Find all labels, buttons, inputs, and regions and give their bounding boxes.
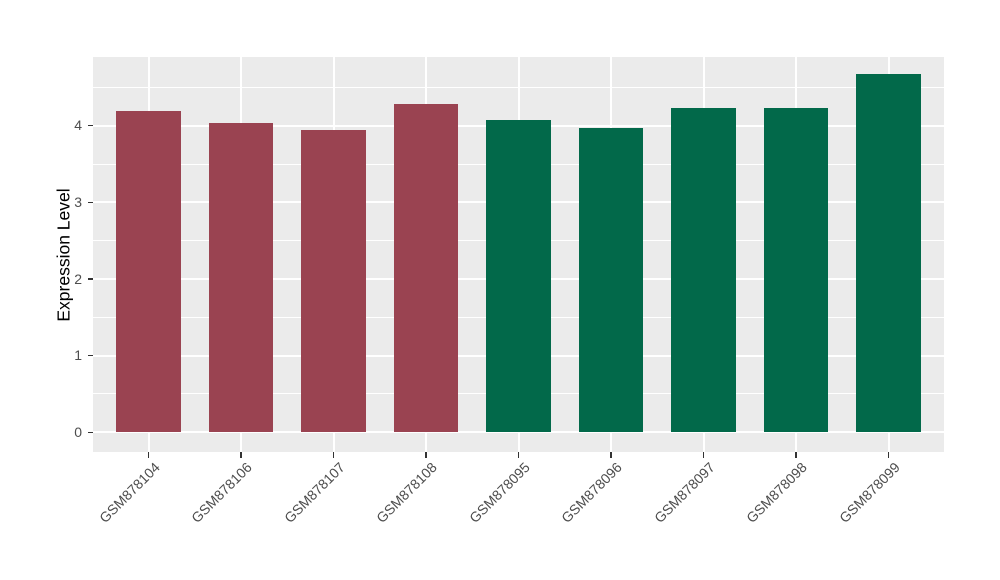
y-tick [87, 201, 93, 203]
x-tick-label: GSM878108 [373, 459, 441, 526]
y-tick-label: 0 [74, 423, 82, 440]
x-tick [240, 452, 242, 458]
x-tick [147, 452, 150, 458]
y-tick-label: 1 [74, 347, 82, 364]
bar-GSM878099 [856, 74, 921, 433]
bar-GSM878104 [116, 111, 181, 433]
x-tick [610, 452, 612, 458]
x-tick [887, 452, 890, 458]
x-tick-label: GSM878096 [558, 459, 626, 526]
y-tick-label: 4 [74, 117, 82, 134]
x-tick [332, 452, 335, 458]
x-tick-label: GSM878107 [280, 459, 348, 526]
x-tick-label: GSM878099 [835, 459, 903, 526]
y-tick [87, 278, 93, 280]
y-tick-label: 2 [74, 270, 82, 287]
bar-GSM878095 [486, 119, 551, 433]
x-tick-label: GSM878106 [188, 459, 256, 526]
bar-GSM878098 [763, 108, 829, 433]
y-tick-label: 3 [74, 193, 82, 210]
bar-GSM878108 [393, 104, 459, 433]
y-tick [87, 355, 93, 357]
x-tick [795, 452, 797, 458]
x-tick-label: GSM878095 [465, 459, 533, 526]
x-tick-label: GSM878097 [650, 459, 718, 526]
x-tick [425, 452, 427, 458]
bar-GSM878097 [671, 108, 736, 433]
bar-GSM878096 [578, 127, 644, 433]
y-tick [87, 125, 93, 127]
y-tick [87, 431, 93, 433]
x-tick-label: GSM878098 [743, 459, 811, 526]
x-tick [517, 452, 520, 458]
bar-GSM878107 [301, 130, 366, 433]
x-tick [702, 452, 705, 458]
x-tick-label: GSM878104 [95, 459, 163, 526]
bar-GSM878106 [208, 122, 274, 433]
